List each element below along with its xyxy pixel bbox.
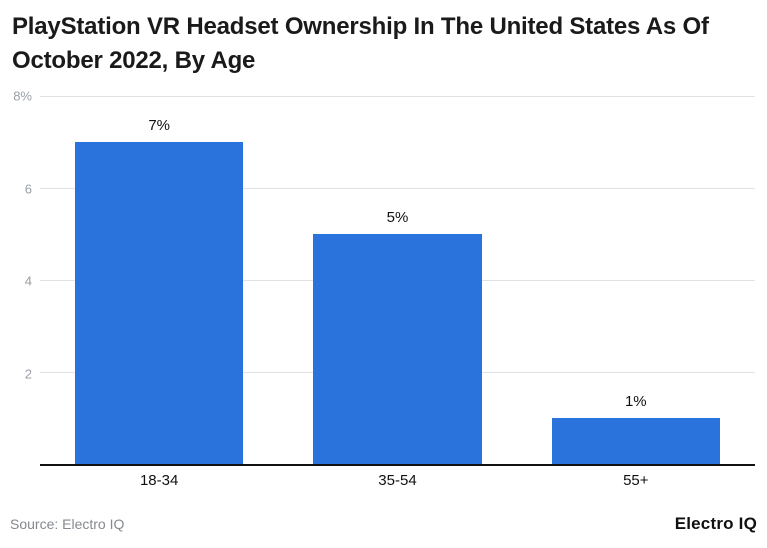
bar (313, 234, 482, 464)
y-tick-label: 6 (24, 181, 32, 196)
bar-slot: 5% (278, 96, 516, 464)
y-tick-label: 8% (13, 88, 32, 104)
y-axis: 8% 6 4 2 (0, 89, 32, 466)
bar-value-label: 7% (148, 117, 170, 134)
x-tick-label: 35-54 (378, 472, 417, 489)
brand-logo: Electro IQ (674, 514, 757, 533)
bars-row: 7% 5% 1% (40, 96, 755, 464)
plot-area: 7% 5% 1% (40, 96, 755, 466)
bar-value-label: 5% (386, 209, 409, 226)
footer: Source: Electro IQ Electro IQ (10, 514, 757, 534)
chart-title: PlayStation VR Headset Ownership In The … (12, 13, 709, 74)
gridline (40, 96, 755, 97)
source-text: Source: Electro IQ (10, 516, 125, 532)
bar-slot: 1% (517, 96, 755, 464)
bar-value-label: 1% (624, 393, 647, 410)
bar (551, 418, 720, 464)
bar (75, 142, 244, 464)
bar-slot: 7% (40, 96, 278, 464)
gridline (40, 188, 755, 189)
y-tick-label: 2 (24, 366, 32, 381)
y-tick-label: 4 (24, 273, 32, 289)
x-axis: 18-34 35-54 55+ (40, 472, 755, 489)
x-tick-label: 18-34 (139, 472, 179, 489)
x-tick-label: 55+ (623, 472, 649, 489)
